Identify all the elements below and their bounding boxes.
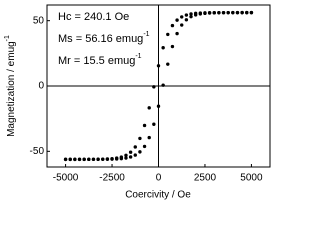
point (124, 153, 128, 158)
point (77, 157, 82, 162)
point (198, 12, 203, 16)
point (175, 31, 179, 36)
point (142, 144, 147, 149)
y-axis-label-sup: -1 (4, 35, 11, 41)
point (180, 23, 184, 27)
point (161, 46, 165, 50)
point (207, 11, 212, 15)
point (231, 10, 235, 15)
annotation: Hc = 240.1 Oe (58, 11, 129, 23)
y-tick-label: -50 (30, 146, 45, 157)
point (68, 157, 72, 162)
annotation-text: Mr = 15.5 emug (58, 55, 135, 67)
point (147, 106, 151, 110)
x-tick-label: -5000 (53, 173, 79, 184)
point (212, 11, 216, 15)
point (147, 135, 151, 140)
point (110, 157, 114, 161)
point (133, 153, 137, 157)
annotation-text: Ms = 56.16 emug (58, 33, 143, 45)
point (87, 157, 91, 162)
point (161, 83, 165, 87)
x-tick-label: 2500 (194, 173, 217, 184)
annotation: Ms = 56.16 emug-1 (58, 31, 150, 45)
point (128, 155, 133, 159)
y-axis-label: Magnetization / emug-1 (4, 35, 17, 137)
y-tick-label: 50 (33, 15, 45, 26)
point (128, 150, 133, 154)
point (170, 44, 175, 49)
point (245, 10, 249, 15)
point (63, 157, 68, 162)
point (82, 157, 86, 162)
annotation: Mr = 15.5 emug-1 (58, 53, 142, 67)
point (184, 18, 189, 22)
x-tick-label: 0 (156, 173, 162, 184)
point (203, 11, 207, 16)
point (156, 64, 161, 68)
point (96, 157, 100, 162)
point (156, 104, 161, 108)
point (221, 10, 226, 15)
point (91, 157, 96, 162)
point (217, 11, 221, 15)
point (119, 156, 124, 161)
annotation-sup: -1 (143, 31, 149, 38)
x-axis-label: Coercivity / Oe (125, 190, 191, 201)
point (152, 122, 156, 126)
point (166, 32, 170, 37)
point (184, 13, 189, 17)
point (142, 123, 147, 128)
annotation-sup: -1 (135, 53, 141, 60)
point (189, 12, 193, 16)
x-tick-label: 5000 (240, 173, 263, 184)
point (235, 10, 240, 15)
chart: Coercivity / Oe Magnetization / emug-1 H… (4, 4, 271, 201)
y-axis-label-text: Magnetization / emug (6, 41, 17, 137)
point (189, 14, 193, 19)
point (133, 145, 137, 149)
point (124, 156, 128, 160)
point (170, 23, 175, 28)
point (175, 18, 179, 22)
point (180, 15, 184, 19)
point (249, 10, 254, 15)
point (240, 10, 244, 15)
point (138, 150, 142, 154)
point (193, 13, 198, 17)
point (101, 157, 105, 162)
y-tick-label: 0 (38, 81, 44, 92)
point (73, 157, 77, 162)
point (138, 136, 142, 141)
point (152, 85, 156, 89)
point (226, 10, 230, 15)
x-tick-label: -2500 (99, 173, 125, 184)
point (105, 157, 110, 161)
point (166, 62, 170, 66)
point (114, 157, 119, 161)
